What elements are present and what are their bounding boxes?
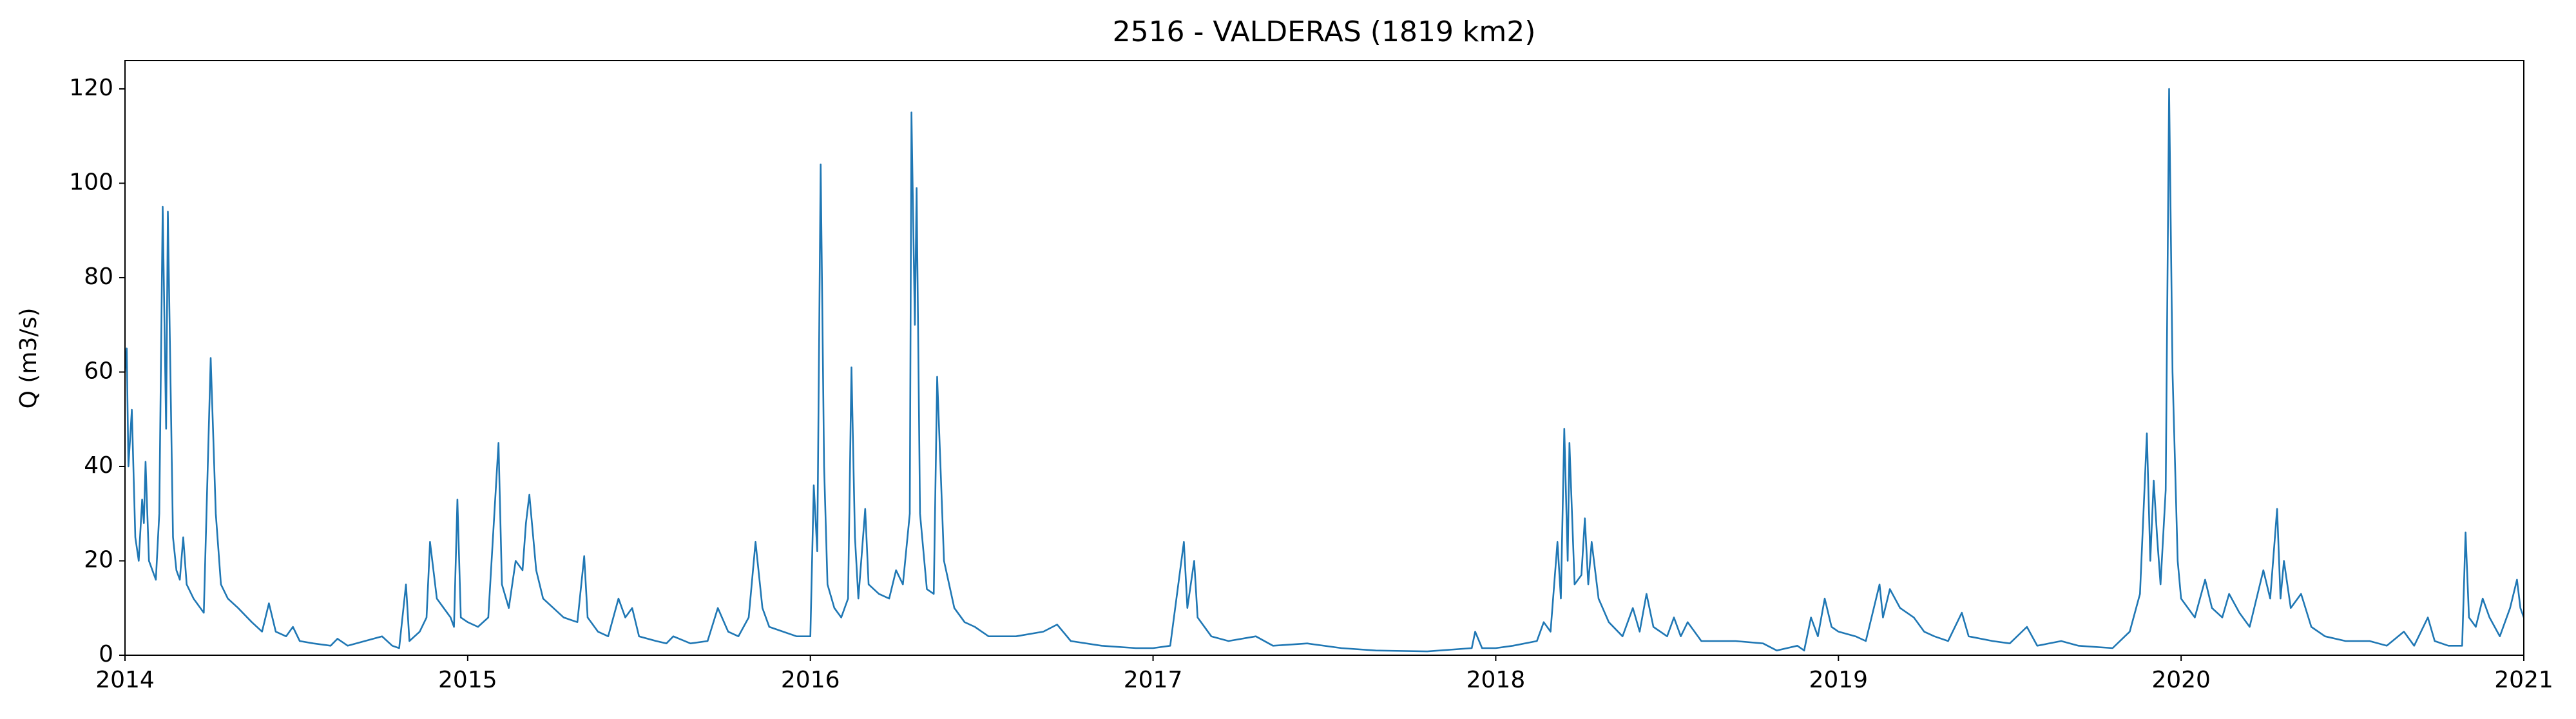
y-axis-label: Q (m3/s) bbox=[15, 308, 42, 409]
x-tick-label: 2018 bbox=[1466, 667, 1526, 693]
x-tick-label: 2019 bbox=[1809, 667, 1868, 693]
x-tick-label: 2016 bbox=[781, 667, 840, 693]
x-tick-label: 2017 bbox=[1124, 667, 1183, 693]
y-tick-label: 100 bbox=[69, 169, 113, 195]
x-tick-label: 2015 bbox=[438, 667, 497, 693]
data-line bbox=[125, 88, 2524, 653]
y-tick-label: 20 bbox=[84, 546, 113, 573]
chart-title: 2516 - VALDERAS (1819 km2) bbox=[1113, 15, 1536, 48]
y-tick-label: 40 bbox=[84, 452, 113, 479]
y-tick-label: 80 bbox=[84, 264, 113, 290]
y-tick-label: 0 bbox=[99, 641, 113, 667]
y-tick-label: 120 bbox=[69, 75, 113, 101]
x-tick-label: 2014 bbox=[95, 667, 155, 693]
y-tick-label: 60 bbox=[84, 358, 113, 384]
x-tick-label: 2021 bbox=[2494, 667, 2553, 693]
plot-frame bbox=[124, 60, 2524, 656]
x-tick-label: 2020 bbox=[2151, 667, 2211, 693]
